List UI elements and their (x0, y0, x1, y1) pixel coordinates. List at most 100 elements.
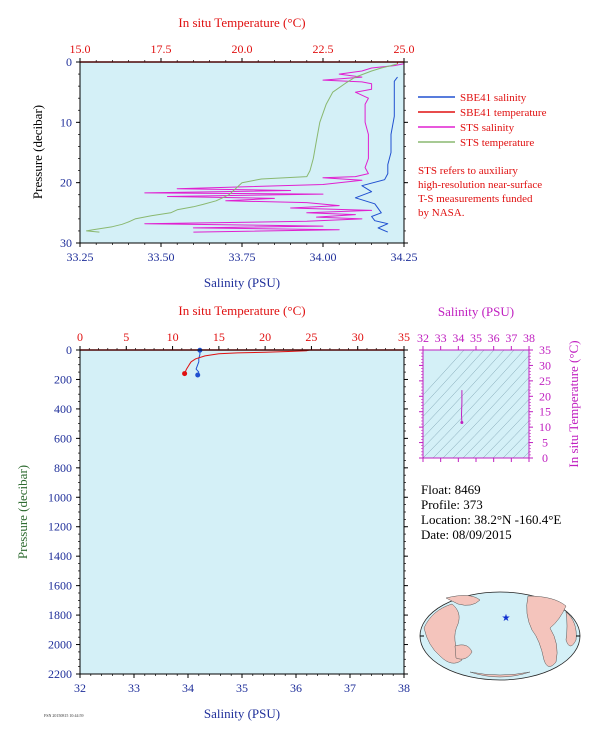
pres-tick-label: 1200 (48, 520, 72, 534)
pres-tick-label: 600 (54, 431, 72, 445)
ts-plot-frame (422, 349, 530, 459)
pres-tick-label: 0 (66, 55, 72, 69)
top-legend: SBE41 salinity SBE41 temperature STS sal… (418, 92, 547, 149)
ts-sal-tick-label: 32 (417, 331, 429, 345)
map-land-antarctica (469, 671, 531, 678)
ts-density-contours (423, 350, 529, 458)
temp-tick-label: 17.5 (151, 42, 172, 56)
series-line (144, 63, 405, 233)
temp-tick-label: 25.0 (394, 42, 415, 56)
pres-tick-label: 2000 (48, 638, 72, 652)
ts-sal-tick-label: 34 (452, 331, 464, 345)
bottom-plot-frame (79, 349, 405, 675)
ts-series-group (460, 390, 464, 425)
series-line (184, 349, 310, 374)
density-contour (462, 388, 529, 458)
map-land-americas (526, 595, 567, 667)
density-contour (492, 420, 529, 458)
float-location-star-icon: ★ (502, 613, 511, 624)
density-contour (482, 409, 529, 458)
ts-temp-tick-label: 20 (539, 389, 551, 403)
temp-tick-label: 10 (167, 330, 179, 344)
bottom-pres-axis-title: Pressure (decibar) (15, 465, 30, 559)
sal-tick-label: 37 (344, 681, 356, 695)
ts-temp-tick-label: 15 (539, 405, 551, 419)
temp-tick-label: 35 (398, 330, 410, 344)
float-info: Float: 8469 Profile: 373 Location: 38.2°… (421, 482, 561, 542)
sts-note-line-1: STS refers to auxiliary (418, 165, 518, 177)
top-axis-ticks: 15.0 17.5 20.0 22.5 25.0 33.25 33.50 33.75 34.00… (60, 42, 418, 264)
bottom-plot-area (80, 350, 404, 674)
temp-tick-label: 20.0 (232, 42, 253, 56)
legend-label-sts-salinity: STS salinity (460, 122, 515, 134)
sal-tick-label: 33.75 (229, 250, 256, 264)
ts-sal-tick-label: 36 (488, 331, 500, 345)
ts-sal-tick-label: 38 (523, 331, 535, 345)
ts-sal-tick-label: 35 (470, 331, 482, 345)
legend-label-sbe-temperature: SBE41 temperature (460, 107, 547, 119)
location: Location: 38.2°N -160.4°E (421, 512, 561, 527)
sts-note-line-4: by NASA. (418, 207, 465, 219)
series-line (195, 350, 201, 376)
density-contour (502, 430, 529, 458)
density-contour (423, 350, 515, 449)
top-plot-frame (79, 61, 405, 244)
pres-tick-label: 10 (60, 115, 72, 129)
temp-tick-label: 25 (305, 330, 317, 344)
density-contour (423, 350, 485, 417)
sal-tick-label: 38 (398, 681, 410, 695)
sal-tick-label: 32 (74, 681, 86, 695)
sts-note: STS refers to auxiliary high-resolution … (418, 165, 542, 219)
pres-tick-label: 200 (54, 372, 72, 386)
bottom-series-group (182, 347, 310, 378)
ts-temp-tick-label: 0 (542, 451, 548, 465)
series-line (86, 63, 398, 233)
sal-tick-label: 33.50 (148, 250, 175, 264)
pres-tick-label: 1800 (48, 608, 72, 622)
pres-tick-label: 1000 (48, 490, 72, 504)
map-land-west (423, 603, 463, 664)
sal-tick-label: 35 (236, 681, 248, 695)
pres-tick-label: 20 (60, 176, 72, 190)
pres-tick-label: 1600 (48, 579, 72, 593)
sal-tick-label: 34 (182, 681, 194, 695)
top-series-group (86, 62, 405, 233)
bottom-temp-axis-title: In situ Temperature (°C) (178, 303, 305, 318)
temp-tick-label: 20 (259, 330, 271, 344)
ts-temp-tick-label: 30 (539, 358, 551, 372)
temp-tick-label: 0 (77, 330, 83, 344)
map-land-east (565, 611, 577, 647)
footer-stamp: FSN 20150815 10:44:59 (44, 713, 84, 718)
ts-temp-tick-label: 35 (539, 343, 551, 357)
ts-sal-axis-title: Salinity (PSU) (438, 304, 514, 319)
ts-end-marker (460, 421, 464, 425)
ts-temp-tick-label: 10 (539, 420, 551, 434)
date: Date: 08/09/2015 (421, 527, 512, 542)
temp-tick-label: 15.0 (70, 42, 91, 56)
density-contour (442, 366, 529, 458)
top-chart: 15.0 17.5 20.0 22.5 25.0 33.25 33.50 33.75 34.00… (30, 15, 418, 290)
density-contour (472, 398, 529, 458)
temp-tick-label: 5 (123, 330, 129, 344)
ts-sal-tick-label: 33 (435, 331, 447, 345)
density-contour (452, 377, 529, 458)
pres-tick-label: 1400 (48, 549, 72, 563)
sal-tick-label: 34.00 (310, 250, 337, 264)
density-contour (423, 350, 465, 396)
sal-tick-label: 36 (290, 681, 302, 695)
top-sal-axis-title: Salinity (PSU) (204, 275, 280, 290)
float-id: Float: 8469 (421, 482, 481, 497)
salinity-end-marker (195, 372, 201, 378)
sts-note-line-3: T-S measurements funded (418, 193, 533, 205)
map-land-australia (454, 644, 473, 660)
bottom-sal-axis-title: Salinity (PSU) (204, 706, 280, 721)
top-temp-axis-title: In situ Temperature (°C) (178, 15, 305, 30)
sal-tick-label: 33.25 (67, 250, 94, 264)
pres-tick-label: 0 (66, 343, 72, 357)
density-contour (423, 350, 505, 438)
world-map: ★ (419, 591, 581, 681)
top-plot-area (80, 62, 404, 243)
